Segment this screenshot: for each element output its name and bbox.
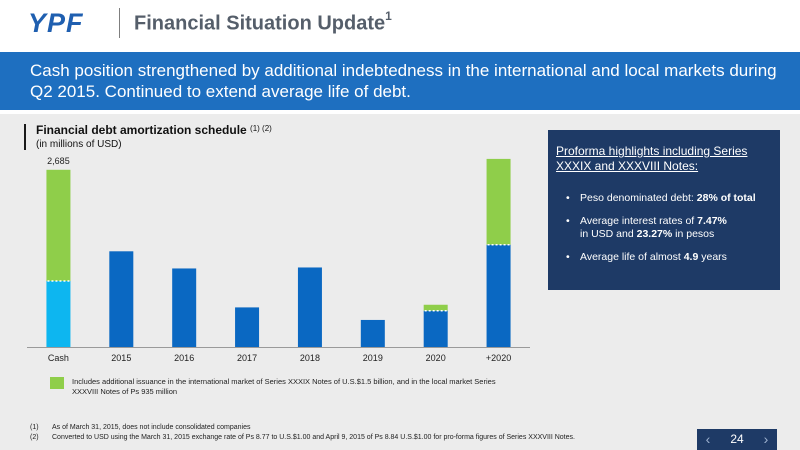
debt-amortization-chart: Cash 2015 2016 2017 2018 2019 2020 +2020 2,685 [27,156,530,363]
headline-banner: Cash position strengthened by additional… [0,52,800,110]
legend-text: Includes additional issuance in the inte… [72,377,496,396]
x-tick-label: 2018 [300,353,320,363]
x-tick-label: 2015 [111,353,131,363]
bar-base-Cash [46,281,71,347]
chart-title-text: Financial debt amortization schedule [36,123,247,137]
highlight-text: Peso denominated debt: [580,192,697,204]
footnote-number: (2) [30,434,39,441]
bar-additional-2020 [423,304,448,311]
footnote-1: (1) As of March 31, 2015, does not includ… [30,423,575,433]
highlight-text: Average interest rates of [580,215,698,227]
highlights-list: Peso denominated debt: 28% of total Aver… [566,192,778,274]
x-tick-label: 2017 [237,353,257,363]
previous-slide-button[interactable]: ‹ [705,431,711,447]
page-title-text: Financial Situation Update [134,12,386,35]
highlight-text: Average life of almost [580,251,684,263]
highlights-title: Proforma highlights including Series XXX… [556,144,748,173]
header: YPF Financial Situation Update1 [0,0,800,44]
pager: ‹ 24 › [697,429,777,450]
data-label: 2,685 [47,156,70,166]
ypf-logo: YPF [28,8,84,38]
bar-base-2019 [360,319,385,347]
page-title-footnote: 1 [385,9,392,23]
next-slide-button[interactable]: › [763,431,769,447]
bar-base-2020 [423,310,448,347]
x-tick-label: 2016 [174,353,194,363]
bar-additional-+2020 [486,158,511,245]
footnote-number: (1) [30,424,39,431]
highlight-value: 7.47% [697,215,727,227]
highlight-value: 4.9 [683,251,699,263]
footnote-2: (2) Converted to USD using the March 31, … [30,433,575,443]
page-title: Financial Situation Update1 [134,9,392,36]
bar-base-2018 [297,267,322,347]
x-tick-label: Cash [48,353,69,363]
footnote-text: Converted to USD using the March 31, 201… [52,434,575,441]
bar-base-2016 [172,268,197,347]
chart-subtitle: (in millions of USD) [36,139,122,150]
highlight-text: in pesos [672,228,715,240]
highlight-value: 23.27% [636,228,673,240]
proforma-highlights-panel: Proforma highlights including Series XXX… [548,130,780,290]
chart-title-marker [24,124,26,150]
x-tick-label: 2019 [363,353,383,363]
header-divider [119,8,120,38]
highlight-item: Average interest rates of 7.47% in USD a… [566,215,778,241]
page-number: 24 [730,432,744,446]
footnotes: (1) As of March 31, 2015, does not includ… [30,423,575,443]
chart-title-notes: (1) (2) [250,124,272,133]
bar-base-+2020 [486,244,511,347]
footnote-text: As of March 31, 2015, does not include c… [52,424,251,431]
x-tick-label: 2020 [426,353,446,363]
highlight-item: Peso denominated debt: 28% of total [566,192,778,205]
legend-swatch [50,377,64,389]
highlight-text: years [698,251,727,263]
bar-base-2017 [235,307,260,347]
bar-additional-Cash [46,169,71,281]
chart-title: Financial debt amortization schedule (1)… [36,123,272,137]
highlight-item: Average life of almost 4.9 years [566,251,778,264]
x-tick-label: +2020 [486,353,511,363]
bar-base-2015 [109,251,134,347]
headline-text: Cash position strengthened by additional… [30,61,777,101]
highlight-value: 28% of total [696,192,756,204]
highlight-text: in USD and [580,228,637,240]
